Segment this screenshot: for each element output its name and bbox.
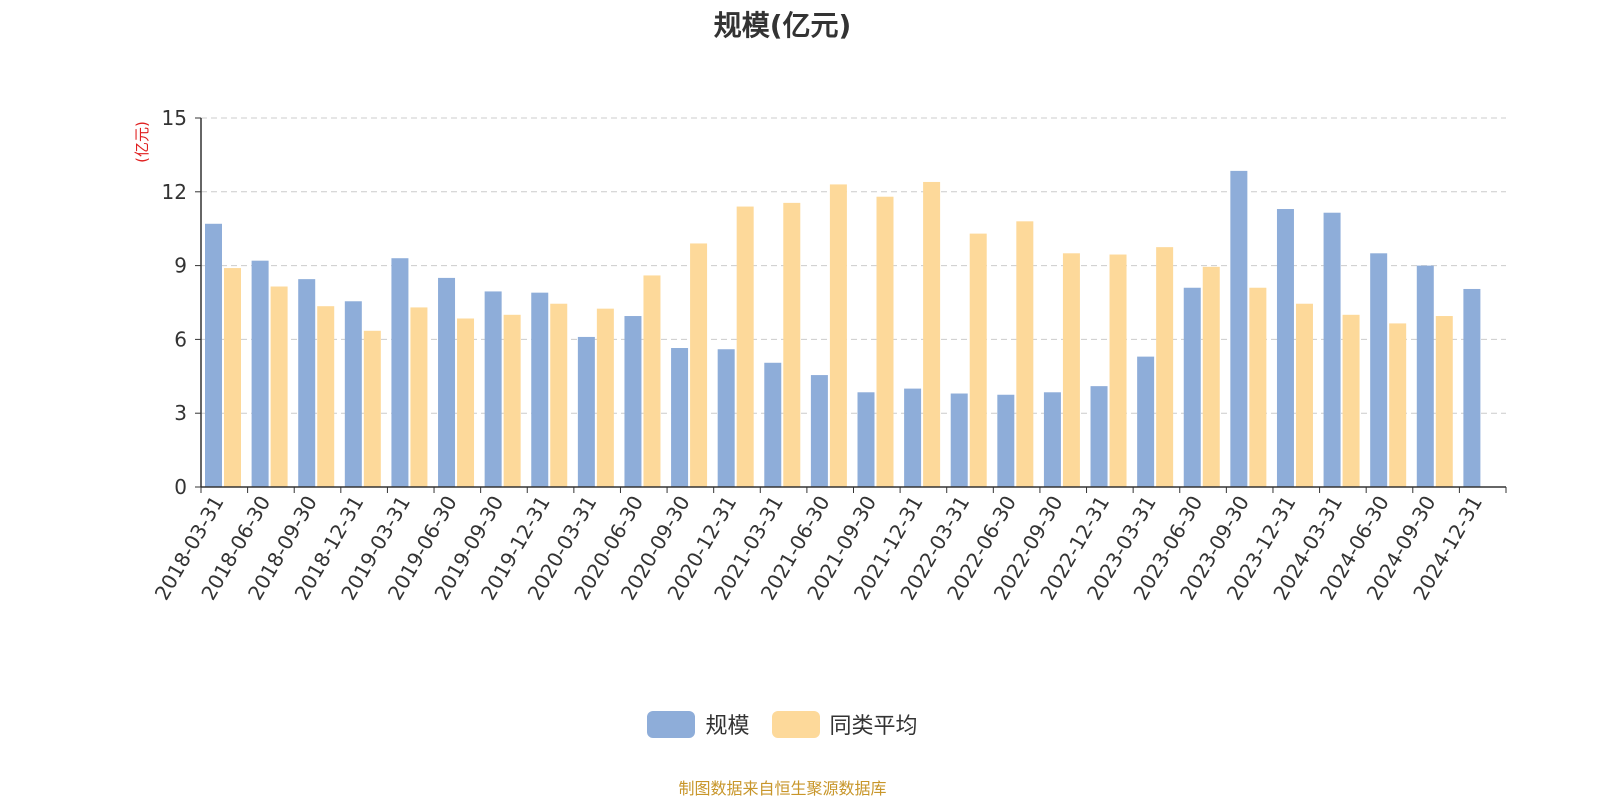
bar-peer-average-2020-12-31[interactable]	[736, 206, 754, 487]
bar-scale-2019-12-31[interactable]	[531, 292, 549, 487]
bar-scale-2023-12-31[interactable]	[1276, 209, 1294, 487]
bar-scale-2022-09-30[interactable]	[1043, 392, 1061, 487]
bar-scale-2020-12-31[interactable]	[717, 349, 735, 487]
bar-peer-average-2021-12-31[interactable]	[923, 181, 941, 487]
bar-scale-2020-03-31[interactable]	[577, 336, 595, 487]
bar-scale-2022-12-31[interactable]	[1090, 386, 1108, 487]
bar-peer-average-2018-12-31[interactable]	[363, 330, 381, 487]
bar-peer-average-2018-03-31[interactable]	[224, 268, 241, 487]
y-tick-label: 0	[174, 475, 187, 499]
bar-peer-average-2020-03-31[interactable]	[596, 308, 614, 487]
bar-peer-average-2020-09-30[interactable]	[690, 243, 708, 487]
legend-swatch-peer-average	[771, 710, 820, 738]
bar-scale-2021-06-30[interactable]	[810, 375, 828, 487]
bar-scale-2018-03-31[interactable]	[205, 223, 222, 487]
y-tick-label: 3	[174, 401, 187, 425]
bar-scale-2021-09-30[interactable]	[857, 392, 875, 487]
bar-scale-2021-12-31[interactable]	[904, 388, 922, 487]
bar-peer-average-2024-06-30[interactable]	[1389, 323, 1407, 487]
bar-peer-average-2018-09-30[interactable]	[317, 306, 335, 487]
bar-peer-average-2022-03-31[interactable]	[969, 233, 987, 487]
y-tick-label: 15	[162, 106, 187, 130]
bar-peer-average-2018-06-30[interactable]	[270, 286, 288, 487]
bar-peer-average-2024-03-31[interactable]	[1342, 314, 1360, 487]
bar-peer-average-2021-06-30[interactable]	[829, 184, 847, 488]
legend: 规模 同类平均	[0, 708, 1565, 740]
y-tick-label: 12	[162, 180, 187, 204]
bar-peer-average-2022-12-31[interactable]	[1109, 254, 1127, 487]
bar-chart: 036912152018-03-312018-06-302018-09-3020…	[133, 106, 1507, 604]
bar-scale-2023-06-30[interactable]	[1183, 287, 1201, 487]
bar-scale-2024-09-30[interactable]	[1416, 265, 1434, 487]
bar-peer-average-2023-03-31[interactable]	[1156, 247, 1174, 487]
bar-peer-average-2023-06-30[interactable]	[1202, 266, 1220, 487]
bar-scale-2022-06-30[interactable]	[997, 394, 1015, 487]
bar-peer-average-2019-12-31[interactable]	[550, 303, 568, 487]
bar-scale-2019-06-30[interactable]	[438, 277, 456, 487]
bar-peer-average-2023-12-31[interactable]	[1295, 303, 1313, 487]
bar-peer-average-2022-09-30[interactable]	[1062, 253, 1080, 487]
bar-scale-2019-09-30[interactable]	[484, 291, 502, 487]
legend-swatch-scale	[647, 710, 696, 738]
legend-label-peer-average: 同类平均	[829, 714, 918, 739]
bar-scale-2018-09-30[interactable]	[298, 279, 316, 487]
data-source-note: 制图数据来自恒生聚源数据库	[678, 779, 887, 798]
legend-item-scale[interactable]: 规模	[647, 708, 750, 740]
bar-peer-average-2024-09-30[interactable]	[1435, 316, 1453, 487]
bar-scale-2020-06-30[interactable]	[624, 316, 642, 487]
bar-scale-2023-09-30[interactable]	[1230, 170, 1248, 487]
bar-peer-average-2020-06-30[interactable]	[643, 275, 661, 487]
bar-scale-2018-06-30[interactable]	[251, 260, 269, 487]
bar-scale-2019-03-31[interactable]	[391, 258, 409, 487]
bar-scale-2020-09-30[interactable]	[671, 348, 689, 487]
bar-scale-2023-03-31[interactable]	[1137, 356, 1155, 487]
gridlines	[201, 117, 1506, 414]
bar-scale-2018-12-31[interactable]	[344, 301, 362, 487]
bar-peer-average-2019-09-30[interactable]	[503, 314, 521, 487]
y-axis-unit-label: (亿元)	[133, 121, 151, 163]
bar-scale-2024-06-30[interactable]	[1370, 253, 1388, 487]
bars	[205, 170, 1481, 488]
bar-peer-average-2021-09-30[interactable]	[876, 196, 894, 487]
bar-scale-2021-03-31[interactable]	[764, 362, 782, 487]
bar-peer-average-2023-09-30[interactable]	[1249, 287, 1267, 487]
legend-label-scale: 规模	[705, 714, 750, 739]
bar-scale-2022-03-31[interactable]	[950, 393, 968, 487]
y-tick-label: 6	[174, 327, 187, 351]
bar-peer-average-2019-03-31[interactable]	[410, 307, 428, 487]
bar-scale-2024-12-31[interactable]	[1463, 288, 1481, 487]
y-tick-label: 9	[174, 254, 187, 278]
bar-peer-average-2021-03-31[interactable]	[783, 202, 801, 487]
bar-scale-2024-03-31[interactable]	[1323, 212, 1341, 487]
chart-title: 规模(亿元)	[713, 9, 852, 42]
bar-peer-average-2022-06-30[interactable]	[1016, 221, 1034, 487]
bar-peer-average-2019-06-30[interactable]	[457, 318, 475, 487]
legend-item-peer-average[interactable]: 同类平均	[771, 708, 918, 740]
